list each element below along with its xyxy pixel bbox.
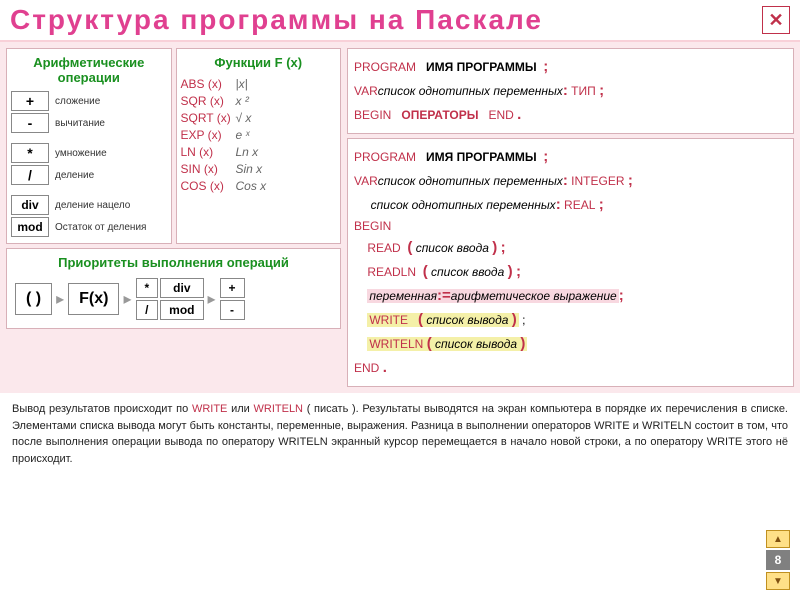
arith-header: Арифметические операции bbox=[11, 53, 167, 89]
op-minus: - bbox=[11, 113, 49, 133]
nav-down-button[interactable]: ▼ bbox=[766, 572, 790, 590]
op-plus: + bbox=[11, 91, 49, 111]
code-block-1: PROGRAM ИМЯ ПРОГРАММЫ ; VARсписок одноти… bbox=[347, 48, 794, 134]
arrow-icon: ▸ bbox=[208, 289, 216, 309]
prio-fx: F(x) bbox=[68, 283, 119, 315]
code-block-2: PROGRAM ИМЯ ПРОГРАММЫ ; VARсписок одноти… bbox=[347, 138, 794, 387]
arrow-icon: ▸ bbox=[123, 289, 131, 309]
page-number: 8 bbox=[766, 550, 790, 570]
nav-up-button[interactable]: ▲ bbox=[766, 530, 790, 548]
arith-panel: Арифметические операции +сложение -вычит… bbox=[6, 48, 172, 244]
page-title: Структура программы на Паскале bbox=[10, 4, 762, 36]
funcs-header: Функции F (x) bbox=[181, 53, 337, 74]
op-mult: * bbox=[11, 143, 49, 163]
op-mod: mod bbox=[11, 217, 49, 237]
prio-parens: ( ) bbox=[15, 283, 52, 315]
op-div: / bbox=[11, 165, 49, 185]
op-idiv: div bbox=[11, 195, 49, 215]
arrow-icon: ▸ bbox=[56, 289, 64, 309]
page-nav: ▲ 8 ▼ bbox=[766, 530, 790, 590]
priority-panel: Приоритеты выполнения операций ( ) ▸ F(x… bbox=[6, 248, 341, 329]
footer-text: Вывод результатов происходит по WRITE ил… bbox=[0, 393, 800, 475]
funcs-panel: Функции F (x) ABS (x)|x| SQR (x)x ² SQRT… bbox=[176, 48, 342, 244]
priority-header: Приоритеты выполнения операций bbox=[11, 253, 336, 274]
close-button[interactable]: ✕ bbox=[762, 6, 790, 34]
